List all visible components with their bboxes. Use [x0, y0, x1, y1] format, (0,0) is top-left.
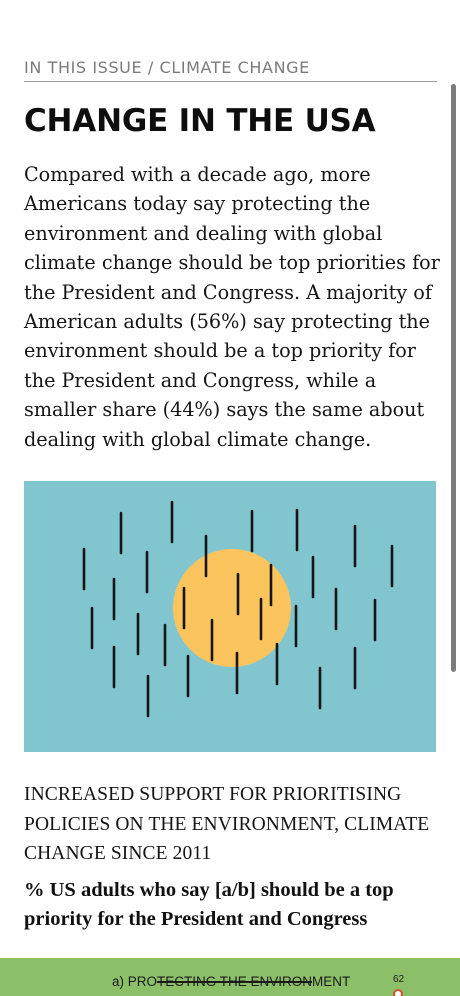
scrollbar[interactable] [451, 84, 456, 672]
sun-and-rain-icon [82, 500, 394, 718]
sun-rain-illustration [24, 481, 436, 752]
legend-label-struck: TECTING THE ENVIRON [157, 974, 313, 989]
rain-lines [82, 500, 394, 718]
legend-label-suffix: MENT [312, 974, 351, 989]
chart-subtitle: % US adults who say [a/b] should be a to… [24, 879, 394, 930]
chart-title: INCREASED SUPPORT FOR PRIORITISING POLIC… [24, 784, 430, 864]
location-marker-icon [393, 989, 403, 996]
section-label: IN THIS ISSUE / CLIMATE CHANGE [24, 58, 310, 77]
page-number: 62 [393, 974, 405, 985]
article-headline: CHANGE IN THE USA [24, 103, 376, 139]
legend-label: a) PROTECTING THE ENVIRONMENT [112, 973, 350, 991]
legend-label-prefix: a) PRO [112, 974, 158, 989]
section-header: IN THIS ISSUE / CLIMATE CHANGE [24, 58, 437, 82]
article-body: Compared with a decade ago, more America… [24, 163, 440, 451]
chart-legend-bar: a) PROTECTING THE ENVIRONMENT 62 [0, 958, 460, 996]
sun-shape [173, 549, 291, 667]
